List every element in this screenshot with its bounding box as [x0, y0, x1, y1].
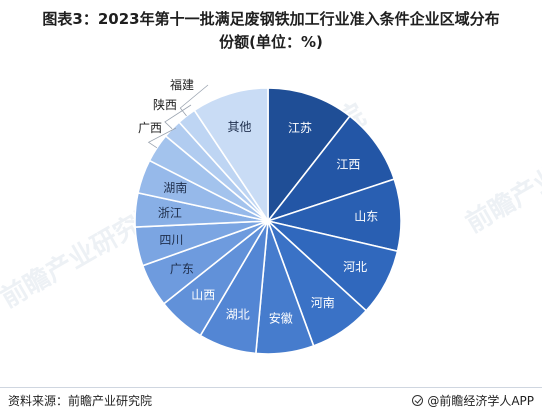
- source-text: 资料来源：前瞻产业研究院: [8, 394, 153, 408]
- pie-leader-lines: [147, 84, 209, 149]
- chart-title-line2: 份额(单位：%): [219, 33, 323, 51]
- pie-label-8: 广东: [170, 262, 194, 276]
- pie-label-14: 福建: [170, 77, 194, 92]
- pie-leader-14: [179, 84, 209, 117]
- brand-text: @前瞻经济学人APP: [427, 394, 534, 408]
- pie-label-3: 河北: [343, 260, 367, 274]
- pie-label-5: 安徽: [269, 311, 293, 326]
- pie-slice-15: [193, 87, 269, 224]
- pie-label-15: 其他: [227, 120, 251, 134]
- pie-label-6: 湖北: [226, 307, 250, 322]
- brand-attribution: @前瞻经济学人APP: [412, 392, 534, 409]
- pie-label-9: 四川: [159, 233, 183, 247]
- chart-title-line1: 图表3：2023年第十一批满足废钢铁加工行业准入条件企业区域分布: [42, 10, 500, 28]
- pie-label-11: 湖南: [163, 180, 187, 195]
- pie-label-0: 江苏: [288, 121, 312, 135]
- pie-label-12: 广西: [138, 121, 162, 135]
- pie-label-1: 江西: [336, 157, 360, 171]
- pie-slice-1: [265, 115, 396, 223]
- pie-slices: [134, 87, 402, 355]
- pie-label-13: 陕西: [153, 97, 177, 112]
- pie-label-7: 山西: [191, 288, 215, 302]
- brand-logo-icon: [412, 395, 424, 406]
- footer-divider: [0, 387, 542, 388]
- pie-slice-0: [267, 87, 351, 224]
- pie-label-10: 浙江: [158, 206, 182, 220]
- pie-label-2: 山东: [354, 210, 378, 224]
- pie-label-4: 河南: [311, 295, 335, 310]
- chart-title: 图表3：2023年第十一批满足废钢铁加工行业准入条件企业区域分布 份额(单位：%…: [0, 8, 542, 54]
- pie-leader-12: [147, 127, 177, 149]
